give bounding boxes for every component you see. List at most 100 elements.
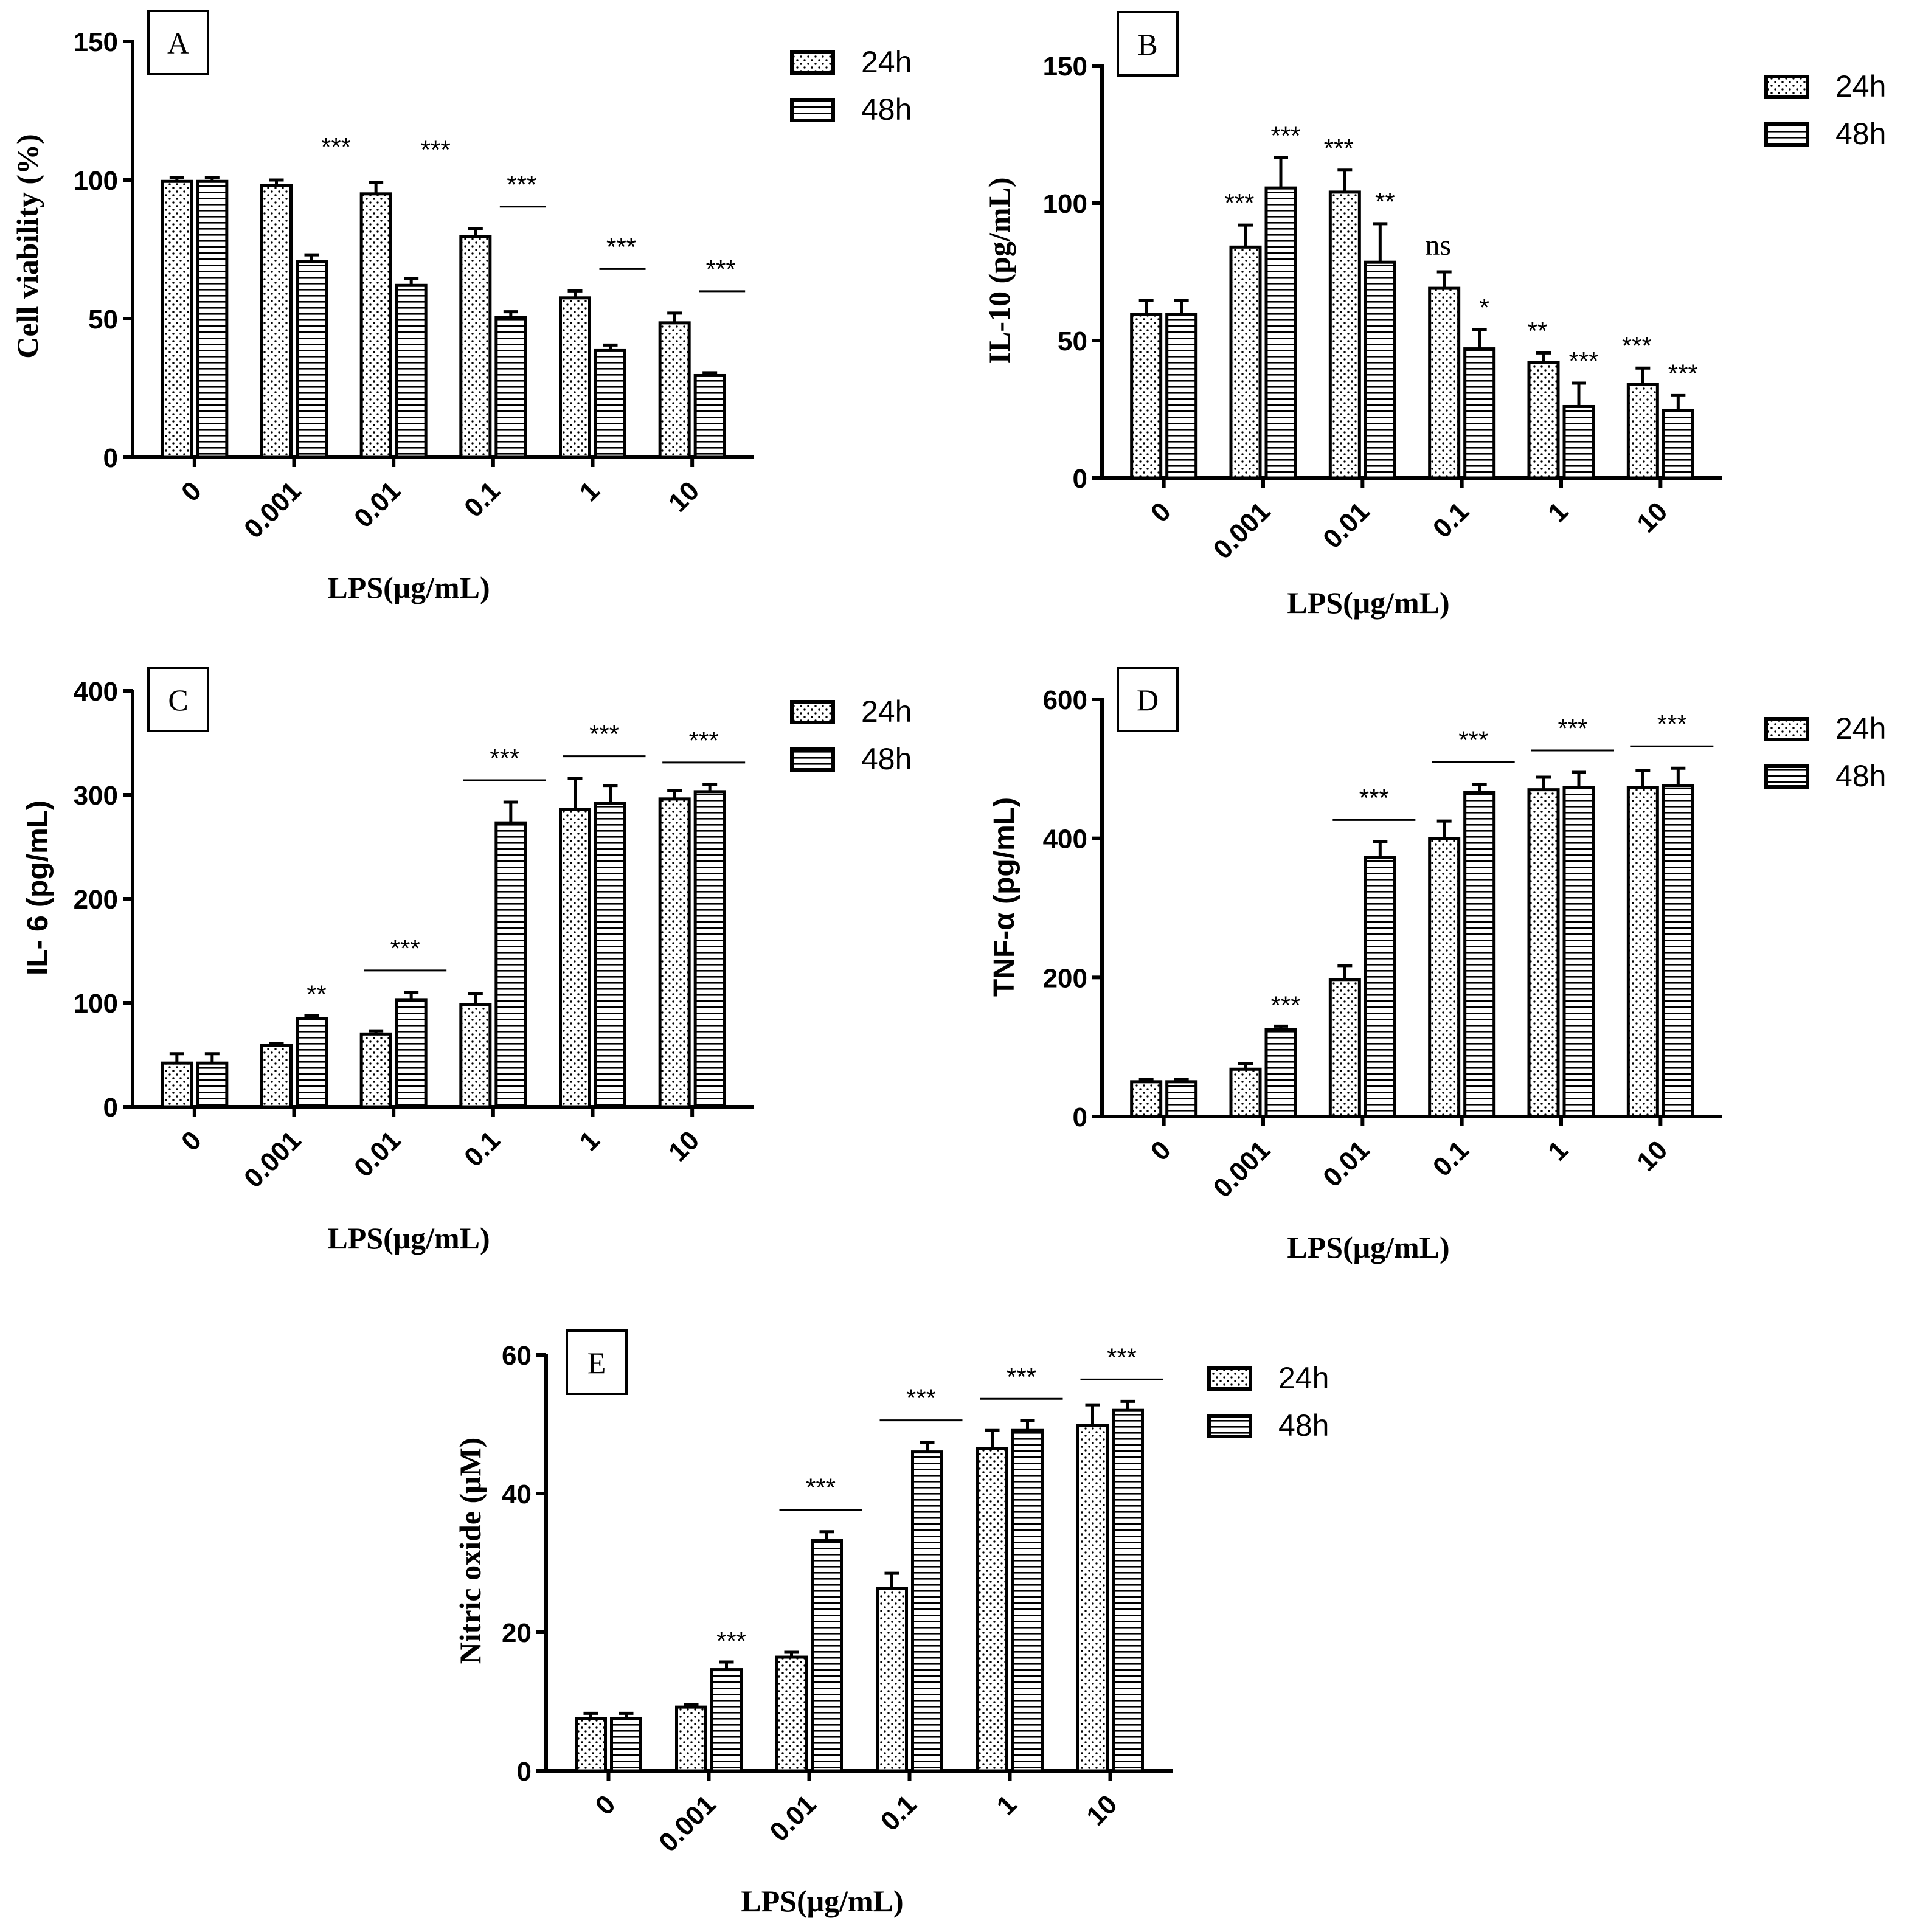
bar-48h-0.001 [296,260,328,459]
panel-letter-box [1117,667,1179,732]
significance-label: *** [606,232,636,261]
legend-swatch-24h [1764,717,1809,741]
x-tick-label: 1 [1542,1135,1574,1166]
bar-48h-0.01 [1364,856,1396,1118]
y-tick-label: 50 [88,305,118,334]
panel-d-x-label: LPS(μg/mL) [1287,1230,1449,1264]
legend-label-24h: 24h [861,45,912,79]
bar-24h-10 [1626,383,1659,480]
legend-label-48h: 48h [1835,759,1886,793]
bar-48h-10 [1662,409,1694,480]
bar-24h-0 [161,1061,193,1109]
panel-letter: A [167,26,189,60]
panel-letter: C [168,683,188,717]
bar-48h-0 [196,179,229,459]
bar-48h-0.1 [494,821,527,1109]
significance-label: *** [1107,1343,1137,1371]
panel-letter-box [147,10,209,75]
significance-label: *** [589,720,619,749]
bar-24h-0.01 [359,1032,392,1109]
significance-label: *** [1224,189,1254,217]
panel-letter: B [1137,27,1157,61]
x-tick-label: 0.001 [238,476,307,544]
y-tick-label: 200 [74,885,118,915]
bar-24h-0.1 [1428,286,1461,480]
bar-48h-0.001 [296,1017,328,1109]
panel-e-y-label: Nitric oxide (μM) [453,1438,487,1664]
chart-d: 0 200 400 600 0 0.001 *** 0.01 *** 0.1 *** 1 *** 10 **… [1043,667,1886,1203]
bar-48h-0.1 [911,1450,943,1773]
x-tick-label: 0 [1145,1135,1177,1166]
legend-swatch-24h [790,700,835,724]
panel-e: Nitric oxide (μM) LPS(μg/mL) [453,1438,904,1918]
x-tick-label: 0.1 [459,476,506,523]
bar-48h-0.1 [494,316,527,459]
y-tick-label: 50 [1058,327,1087,356]
x-tick-label: 10 [1081,1789,1123,1831]
bar-24h-10 [1626,786,1659,1118]
panel-letter-box [1117,11,1179,77]
y-tick-label: 300 [74,781,118,811]
x-tick-label: 10 [1631,1135,1673,1177]
y-tick-label: 150 [1043,52,1087,81]
bar-48h-0.01 [395,998,428,1109]
y-tick-label: 100 [74,166,118,196]
bar-48h-0 [1165,1080,1198,1118]
bar-24h-0.1 [1428,837,1461,1118]
x-tick-label: 0 [590,1789,622,1821]
y-tick-label: 150 [74,27,118,57]
significance-label: *** [1568,347,1598,375]
significance-label: *** [1622,331,1652,360]
bar-24h-0.001 [260,184,293,459]
panel-c-y-label: IL- 6 (pg/mL) [22,800,54,975]
significance-label: *** [1324,134,1354,162]
bar-48h-0.01 [395,283,428,459]
significance-label: *** [689,726,719,755]
bar-48h-0.1 [1463,347,1496,480]
significance-label: *** [507,170,536,199]
significance-label: *** [1668,359,1698,387]
significance-label: ** [307,980,327,1009]
bar-48h-0.1 [1463,791,1496,1118]
significance-label: ** [1528,316,1548,345]
bar-24h-1 [559,296,591,459]
bar-24h-1 [976,1447,1008,1773]
y-tick-label: 0 [1073,1103,1087,1132]
legend-label-48h: 48h [1278,1408,1329,1442]
x-tick-label: 10 [1631,496,1673,538]
panel-letter: E [587,1346,606,1380]
bar-24h-0.01 [1328,190,1361,480]
panel-b-y-label: IL-10 (pg/mL) [982,178,1016,364]
legend-swatch-48h [1764,764,1809,789]
x-tick-label: 1 [574,476,606,507]
legend-swatch-24h [1764,75,1809,99]
bar-24h-0.001 [675,1705,707,1773]
legend-swatch-24h [1207,1366,1252,1391]
significance-label: *** [1657,710,1687,738]
y-tick-label: 200 [1043,963,1087,993]
chart-e: 0 20 40 60 0 0.001 *** 0.01 *** 0.1 *** 1 *** 10 *** E 2… [502,1329,1329,1858]
panel-b: IL-10 (pg/mL) LPS(μg/mL) [982,178,1450,620]
x-tick-label: 0.01 [348,1125,406,1183]
bar-24h-10 [658,321,691,459]
significance-label: *** [906,1384,936,1413]
x-tick-label: 1 [1542,496,1574,528]
x-tick-label: 0 [176,1125,207,1157]
bar-48h-0 [1165,313,1198,480]
significance-label: ns [1425,229,1451,261]
x-tick-label: 0.01 [348,476,406,533]
x-tick-label: 0.1 [459,1125,506,1172]
panel-b-x-label: LPS(μg/mL) [1287,586,1449,620]
bar-48h-10 [693,373,726,459]
chart-c: 0 100 200 300 400 0 0.001 ** 0.01 *** 0.1 *** 1 *** 10… [74,667,912,1194]
bar-24h-1 [1527,361,1560,480]
y-tick-label: 0 [517,1757,532,1787]
significance-label: *** [490,744,519,772]
significance-label: *** [421,136,451,164]
legend-swatch-48h [790,747,835,772]
legend-swatch-24h [790,50,835,75]
bar-24h-0 [1130,1080,1163,1118]
significance-label: *** [706,255,736,283]
x-tick-label: 0.01 [1317,496,1375,554]
bar-24h-0.1 [459,1003,492,1109]
